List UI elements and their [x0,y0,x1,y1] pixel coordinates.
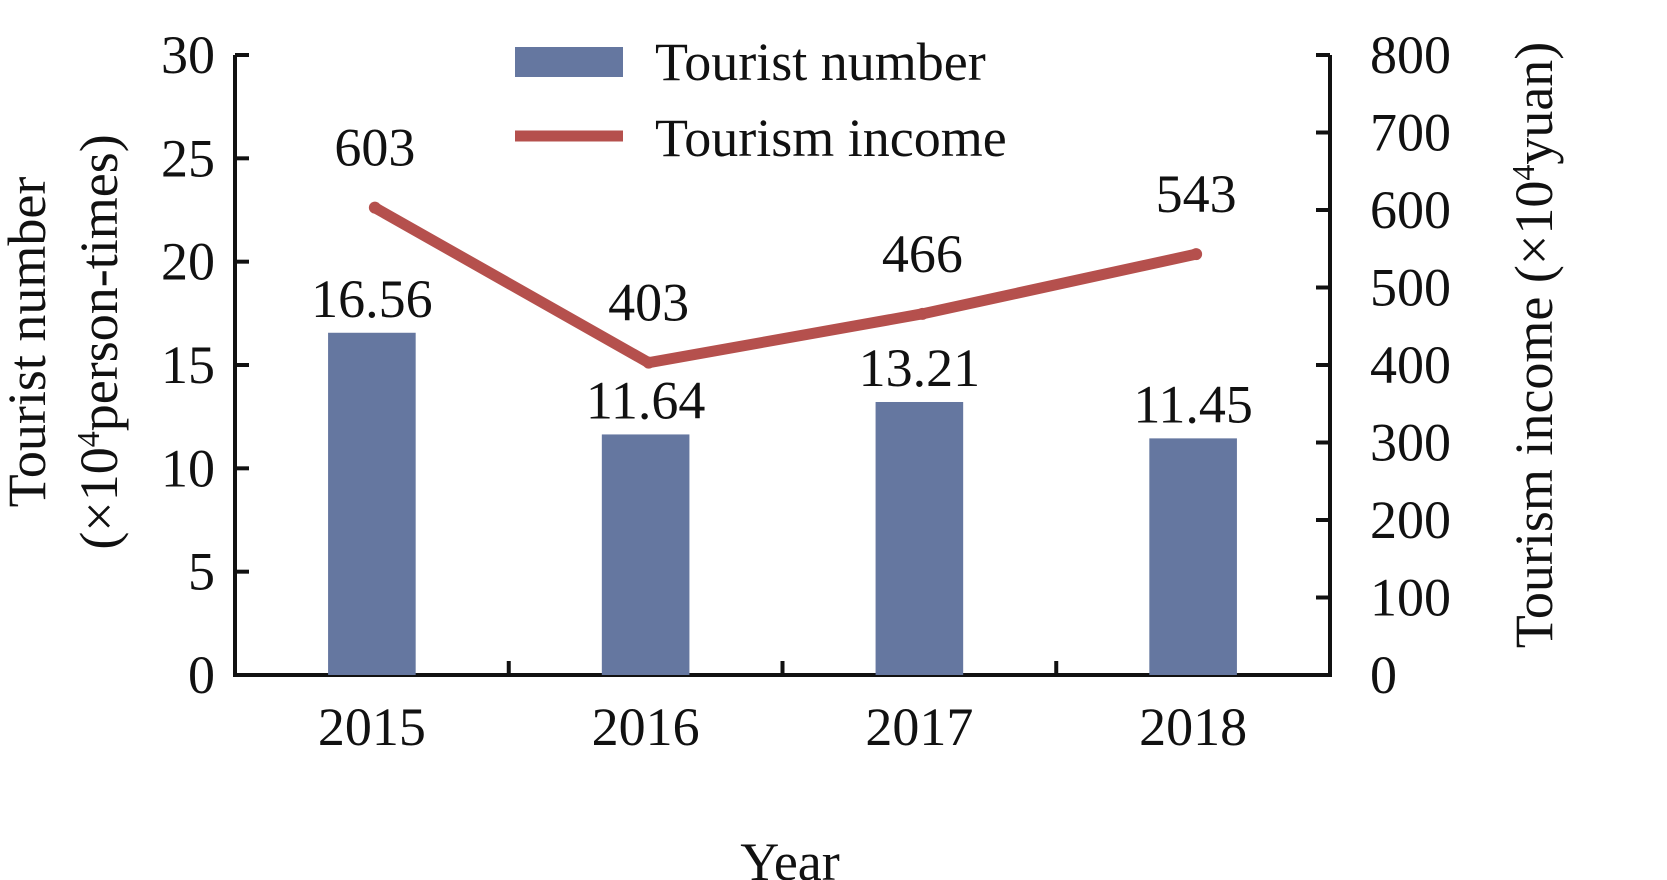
legend: Tourist number Tourism income [515,32,1007,168]
line-value-label: 543 [1156,164,1237,224]
left-y-tick-label: 20 [161,232,215,292]
tourism-income-point [1190,248,1203,261]
bar-value-label: 11.45 [1133,374,1253,434]
right-y-tick-label: 0 [1370,645,1397,705]
right-y-tick-label: 200 [1370,490,1451,550]
line-series [368,201,1203,369]
bar-value-label: 11.64 [586,370,706,430]
bar-2015 [328,332,416,675]
x-tick-label: 2015 [318,697,426,757]
bar-2017 [875,401,964,675]
tourism-income-point [916,307,929,320]
bar-value-label: 13.21 [859,338,981,398]
right-axis-title-text: Tourism income (×104yuan) [1504,42,1564,649]
line-value-label: 403 [608,273,689,333]
bar-2016 [601,434,690,675]
right-y-tick-label: 800 [1370,25,1451,85]
line-value-label: 603 [334,118,415,178]
left-axis-title-line2: (×104person-times) [69,134,129,549]
legend-label-tourism-income: Tourism income [655,108,1007,168]
x-tick-label: 2017 [865,697,973,757]
left-y-tick-label: 10 [161,438,215,498]
left-y-tick-label: 30 [161,25,215,85]
right-y-tick-label: 400 [1370,335,1451,395]
legend-label-tourist-number: Tourist number [655,32,986,92]
tourism-income-point [368,201,381,214]
right-y-tick-label: 300 [1370,413,1451,473]
right-y-tick-label: 500 [1370,258,1451,318]
tourism-income-line [369,202,1202,369]
bars [328,332,1237,675]
tourism-income-point [642,356,655,369]
left-axis-title: Tourist number (×104person-times) [0,134,129,549]
x-axis-title: Year [740,832,840,880]
right-axis-title: Tourism income (×104yuan) [1504,42,1564,649]
bar-value-label: 16.56 [311,269,433,329]
legend-swatch-tourist-number [515,47,623,77]
left-y-tick-label: 5 [188,542,215,602]
x-tick-label: 2016 [592,697,700,757]
left-y-tick-label: 0 [188,645,215,705]
right-y-tick-label: 100 [1370,568,1451,628]
left-y-tick-label: 15 [161,335,215,395]
axes: 0510152025300100200300400500600700800201… [161,25,1451,757]
right-y-tick-label: 600 [1370,180,1451,240]
bar-2018 [1149,438,1237,675]
data-labels: 16.56 11.64 13.21 11.45 603 403 466 543 [311,118,1253,435]
x-tick-label: 2018 [1139,697,1247,757]
line-value-label: 466 [882,224,963,284]
left-y-tick-label: 25 [161,128,215,188]
left-axis-title-line1: Tourist number [0,177,57,508]
right-y-tick-label: 700 [1370,103,1451,163]
